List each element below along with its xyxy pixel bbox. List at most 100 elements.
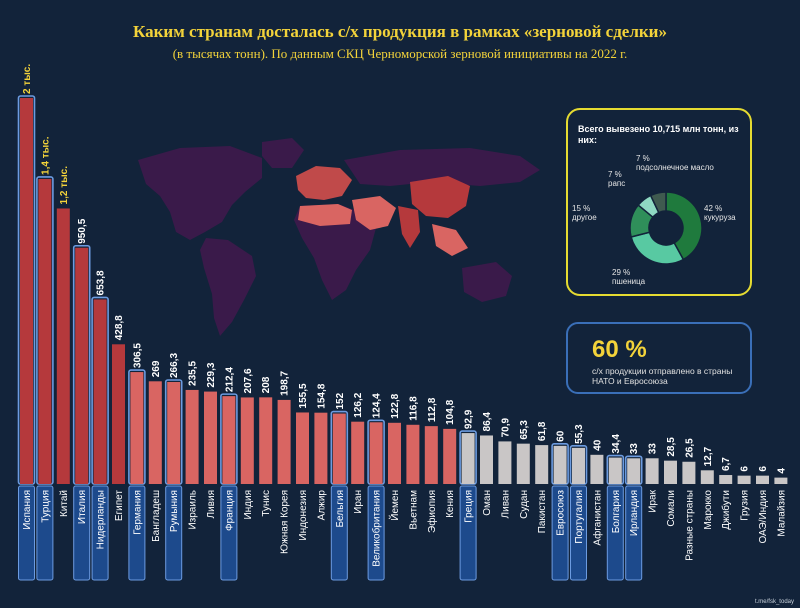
category-label-bg-8 — [165, 485, 183, 581]
bar-21[interactable] — [406, 424, 420, 484]
bar-value-label-35: 28,5 — [666, 437, 677, 457]
map-north-africa — [298, 204, 352, 226]
category-label-22: Эфиопия — [426, 490, 438, 533]
bar-41[interactable] — [774, 477, 788, 484]
category-label-20: Йемен — [388, 490, 401, 521]
category-label-16: Алжир — [316, 490, 327, 521]
bar-value-label-0: 2 тыс. — [22, 64, 33, 94]
bar-8[interactable] — [167, 381, 181, 484]
pie-pct-other: 15 % — [572, 204, 591, 213]
nato-share-text: с/х продукции отправлено в страны НАТО и… — [592, 366, 733, 386]
bar-15[interactable] — [296, 412, 309, 484]
category-label-26: Ливан — [500, 490, 511, 518]
category-label-36: Разные страны — [684, 490, 695, 561]
source-link[interactable]: t.me/fsk_today — [754, 599, 794, 605]
category-label-15: Индонезия — [298, 490, 309, 541]
category-label-37: Марокко — [703, 490, 714, 530]
bar-5[interactable] — [112, 344, 125, 484]
bar-36[interactable] — [682, 461, 696, 484]
category-label-27: Судан — [519, 490, 530, 519]
bar-34[interactable] — [645, 458, 659, 484]
category-label-bg-19 — [367, 485, 385, 581]
category-label-28: Пакистан — [537, 490, 548, 533]
bar-12[interactable] — [240, 397, 254, 484]
category-label-41: Малайзия — [776, 490, 787, 537]
bar-31[interactable] — [590, 454, 604, 484]
category-label-bg-1 — [36, 485, 54, 581]
bar-16[interactable] — [314, 412, 328, 484]
bar-22[interactable] — [424, 426, 438, 484]
category-label-35: Сомали — [666, 490, 677, 527]
bar-40[interactable] — [756, 475, 769, 484]
donut-slice-1 — [630, 231, 685, 265]
bar-20[interactable] — [388, 422, 401, 484]
bar-29[interactable] — [553, 445, 567, 484]
pie-label-corn: 42 % кукуруза — [704, 204, 736, 222]
bar-value-label-37: 12,7 — [703, 446, 714, 466]
crop-breakdown-panel: Всего вывезено 10,715 млн тонн, из них: … — [566, 108, 752, 296]
bar-28[interactable] — [535, 445, 549, 484]
bar-26[interactable] — [498, 441, 512, 484]
bar-value-label-20: 122,8 — [390, 393, 401, 418]
category-label-33: Ирландия — [629, 490, 640, 536]
category-label-18: Иран — [353, 490, 364, 514]
bar-7[interactable] — [148, 381, 162, 484]
bar-39[interactable] — [737, 475, 751, 484]
bar-33[interactable] — [627, 458, 641, 484]
pie-name-wheat: пшеница — [612, 277, 646, 286]
bar-10[interactable] — [204, 391, 217, 484]
map-australia — [462, 262, 512, 302]
bar-35[interactable] — [664, 460, 677, 484]
category-label-32: Болгария — [611, 490, 622, 533]
bar-9[interactable] — [185, 389, 199, 484]
map-middle-east — [352, 196, 396, 230]
category-label-34: Ирак — [648, 489, 659, 512]
category-label-25: Оман — [482, 490, 493, 516]
bar-value-label-13: 208 — [261, 376, 272, 393]
category-label-17: Бельгия — [335, 490, 346, 528]
pie-label-sunflower: 7 % подсолнечное масло — [636, 154, 714, 172]
bar-37[interactable] — [700, 470, 714, 484]
bar-17[interactable] — [332, 413, 346, 484]
category-label-39: Грузия — [740, 490, 751, 521]
bar-4[interactable] — [93, 299, 107, 484]
bar-value-label-27: 65,3 — [519, 420, 530, 440]
bar-2[interactable] — [56, 208, 70, 484]
bar-24[interactable] — [461, 433, 475, 484]
bar-19[interactable] — [369, 422, 383, 484]
category-label-12: Индия — [243, 490, 254, 520]
bar-value-label-33: 33 — [629, 443, 640, 455]
category-label-40: ОАЭ/Индия — [758, 490, 769, 544]
bar-3[interactable] — [75, 247, 89, 484]
bar-13[interactable] — [259, 397, 273, 484]
bar-value-label-22: 112,8 — [427, 397, 438, 422]
pie-label-rapeseed: 7 % рапс — [608, 170, 625, 188]
category-label-8: Румыния — [169, 490, 180, 532]
bar-27[interactable] — [516, 443, 530, 484]
category-label-bg-33 — [625, 485, 643, 581]
bar-23[interactable] — [443, 428, 457, 484]
bar-25[interactable] — [480, 435, 493, 484]
bar-value-label-4: 653,8 — [96, 270, 107, 295]
crop-breakdown-title: Всего вывезено 10,715 млн тонн, из них: — [578, 124, 739, 145]
bar-value-label-25: 86,4 — [482, 412, 493, 432]
bar-14[interactable] — [277, 399, 291, 484]
bar-30[interactable] — [572, 447, 585, 484]
bar-value-label-24: 92,9 — [464, 409, 475, 429]
category-label-10: Ливия — [206, 490, 217, 518]
nato-share-value: 60 % — [592, 336, 647, 363]
bar-6[interactable] — [130, 372, 144, 484]
bar-value-label-28: 61,8 — [537, 421, 548, 441]
bar-value-label-26: 70,9 — [500, 418, 511, 438]
bar-32[interactable] — [608, 457, 622, 484]
bar-1[interactable] — [38, 178, 52, 484]
bar-value-label-17: 152 — [335, 392, 346, 409]
category-label-30: Португалия — [574, 490, 585, 544]
bar-11[interactable] — [222, 396, 236, 484]
bar-18[interactable] — [351, 421, 365, 484]
donut-slice-4 — [649, 191, 667, 214]
bar-0[interactable] — [20, 98, 33, 484]
category-label-4: Нидерланды — [96, 490, 107, 549]
bar-38[interactable] — [719, 475, 733, 484]
